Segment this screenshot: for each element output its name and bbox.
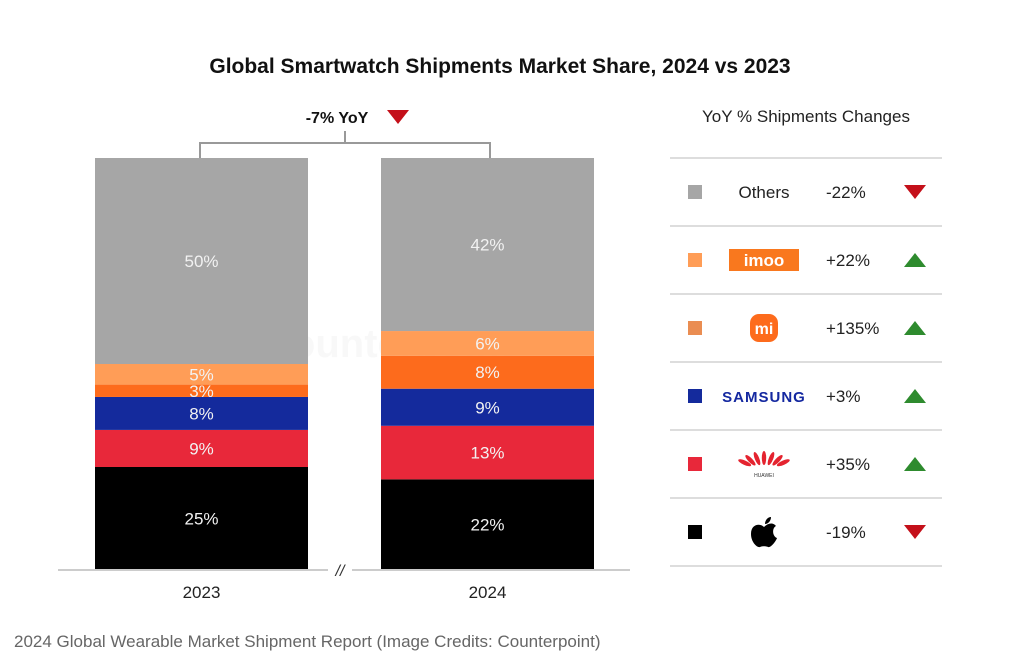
bar-segment-huawei-2024 [381,425,594,480]
legend-row-samsung: SAMSUNG +3% [688,387,926,406]
data-label-samsung-2024: 9% [475,398,500,417]
chart-title: Global Smartwatch Shipments Market Share… [209,55,790,78]
legend-swatch [688,389,702,403]
legend-title: YoY % Shipments Changes [702,107,910,126]
bar-segment-apple-2024 [381,479,594,570]
legend-change-value: -22% [826,183,866,202]
yoy-total-label: -7% YoY [306,110,369,127]
svg-text:mi: mi [755,321,774,338]
bar-segment-others-2023 [95,158,308,364]
trend-down-arrow-icon [904,185,926,199]
x-tick-label-2024: 2024 [469,583,507,602]
bar-segment-huawei-2023 [95,429,308,467]
bars: 25% 9% 8% 3%5% 50% 22% 13% 9% 8% 6% 42% [95,158,594,570]
legend-change-value: +135% [826,319,879,338]
legend-swatch [688,185,702,199]
image-caption: 2024 Global Wearable Market Shipment Rep… [14,632,601,651]
legend-row-apple: -19% [688,517,926,548]
bar-segment-samsung-2024 [381,388,594,426]
bar-segment-others-2024 [381,158,594,332]
samsung-logo-icon: SAMSUNG [722,389,806,406]
legend-swatch [688,253,702,267]
data-label-huawei-2023: 9% [189,439,214,458]
legend: YoY % Shipments Changes Others -22% imoo +2… [670,107,942,567]
legend-change-value: +22% [826,251,870,270]
data-label-imoo-2023: 5% [189,365,214,384]
imoo-logo-icon: imoo [729,249,799,271]
legend-swatch [688,525,702,539]
bar-segment-imoo-2023 [95,364,308,385]
data-label-xiaomi-2024: 8% [475,363,500,382]
data-label-apple-2023: 25% [184,510,218,529]
yoy-bracket: -7% YoY [199,110,491,158]
data-label-others-2023: 50% [184,252,218,271]
legend-swatch [688,457,702,471]
bar-segment-xiaomi-2024 [381,355,594,389]
x-tick-label-2023: 2023 [183,583,221,602]
apple-logo-icon [751,517,777,548]
huawei-logo-icon: HUAWEI [738,451,790,479]
legend-row-imoo: imoo +22% [688,249,926,271]
data-label-huawei-2024: 13% [470,444,504,463]
bar-segment-apple-2023 [95,467,308,570]
data-label-apple-2024: 22% [470,516,504,535]
trend-down-arrow-icon [904,525,926,539]
legend-name: Others [738,183,789,202]
legend-change-value: +35% [826,455,870,474]
legend-row-huawei: HUAWEI +35% [688,451,926,479]
legend-change-value: +3% [826,387,861,406]
data-label-xiaomi-2023: 3% [189,382,214,401]
bar-segment-imoo-2024 [381,331,594,356]
trend-up-arrow-icon [904,457,926,471]
trend-up-arrow-icon [904,389,926,403]
x-axis-ticks: 2023 2024 [183,583,507,602]
legend-row-mi: mi +135% [688,314,926,342]
trend-up-arrow-icon [904,253,926,267]
legend-change-value: -19% [826,523,866,542]
axis-break-mark: // [335,563,346,580]
svg-text:HUAWEI: HUAWEI [754,473,774,479]
bar-segment-samsung-2023 [95,396,308,430]
yoy-down-arrow-icon [387,110,409,124]
legend-row-others: Others -22% [688,183,926,202]
bar-segment-xiaomi-2023 [95,384,308,397]
trend-up-arrow-icon [904,321,926,335]
data-label-samsung-2023: 8% [189,404,214,423]
xiaomi-logo-icon: mi [750,314,778,342]
legend-swatch [688,321,702,335]
data-label-imoo-2024: 6% [475,334,500,353]
bracket-line [199,131,491,158]
data-label-others-2024: 42% [470,236,504,255]
svg-text:imoo: imoo [744,251,785,270]
